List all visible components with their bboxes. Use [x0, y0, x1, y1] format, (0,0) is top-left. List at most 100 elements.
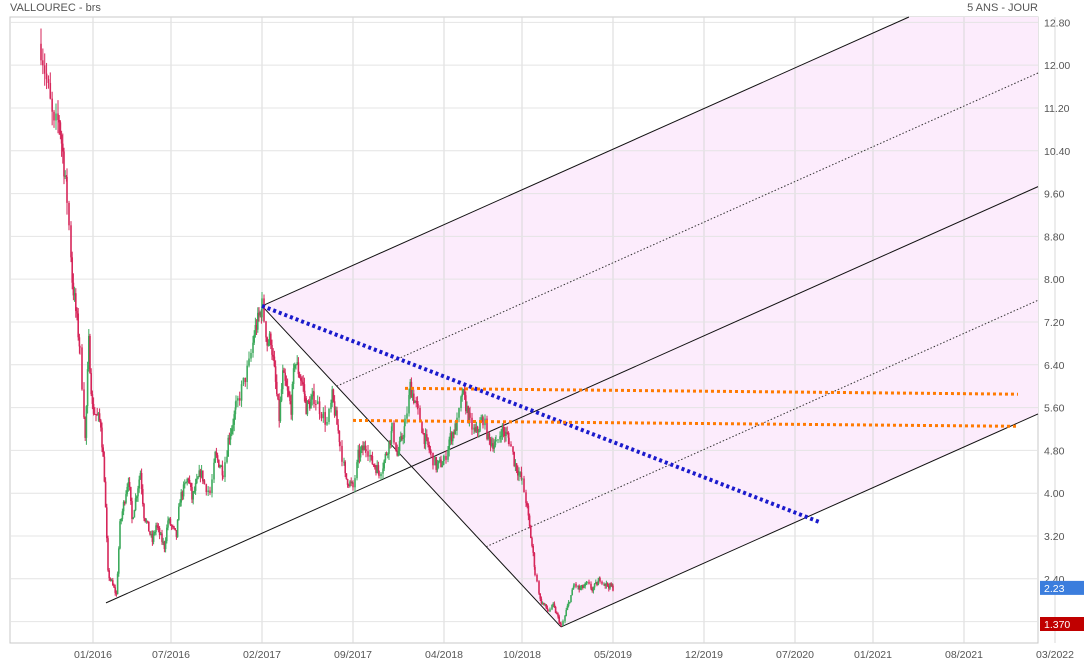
- candle-body: [330, 402, 332, 410]
- candle-body: [49, 82, 52, 99]
- candle-body: [109, 578, 112, 581]
- candle-body: [397, 450, 400, 456]
- y-tick-label: 5.60: [1044, 403, 1065, 415]
- candle-body: [423, 433, 426, 445]
- candle-body: [341, 445, 343, 462]
- candle-body: [609, 583, 611, 589]
- candle-body: [513, 451, 515, 467]
- x-tick-label: 02/2017: [243, 649, 281, 661]
- candle-body: [296, 362, 298, 365]
- candle-body: [590, 583, 592, 589]
- candle-body: [190, 482, 192, 488]
- candle-body: [250, 352, 252, 359]
- candle-body: [85, 406, 88, 438]
- candle-body: [400, 436, 402, 442]
- y-tick-label: 8.00: [1044, 274, 1065, 286]
- candle-body: [103, 456, 106, 482]
- candle-body: [268, 333, 271, 344]
- candle-body: [244, 377, 247, 383]
- candle-body: [292, 368, 295, 385]
- candle-body: [565, 610, 567, 616]
- candle-body: [479, 422, 481, 432]
- candle-body: [234, 407, 237, 415]
- candle-body: [445, 456, 447, 460]
- candle-body: [512, 446, 514, 452]
- candle-body: [508, 437, 510, 445]
- x-tick-label: 07/2016: [152, 649, 190, 661]
- candle-body: [126, 486, 128, 495]
- candle-body: [143, 503, 145, 519]
- candle-body: [90, 373, 92, 395]
- candle-body: [266, 337, 268, 346]
- candle-body: [263, 298, 265, 322]
- candle-body: [304, 393, 306, 399]
- candle-body: [491, 443, 493, 446]
- candle-body: [388, 440, 390, 454]
- candle-body: [198, 470, 200, 477]
- candle-body: [219, 466, 221, 468]
- candle-body: [383, 460, 385, 469]
- candle-body: [449, 433, 452, 440]
- candle-body: [53, 111, 55, 121]
- candle-body: [427, 437, 429, 446]
- candle-body: [465, 395, 467, 412]
- candle-body: [288, 390, 290, 396]
- candle-body: [114, 587, 116, 593]
- candle-body: [98, 413, 101, 421]
- candle-body: [422, 433, 424, 435]
- candle-body: [408, 395, 410, 414]
- candle-body: [539, 593, 541, 599]
- candle-body: [207, 490, 209, 493]
- x-tick-label: 01/2016: [74, 649, 112, 661]
- candle-body: [610, 583, 612, 587]
- x-tick-label: 07/2020: [776, 649, 814, 661]
- candle-body: [390, 431, 393, 444]
- candle-body: [435, 456, 437, 470]
- candle-body: [344, 461, 346, 474]
- candle-body: [514, 463, 517, 467]
- candle-body: [450, 433, 453, 442]
- candle-body: [502, 426, 505, 432]
- candle-body: [235, 400, 237, 408]
- candle-body: [377, 465, 380, 471]
- candle-body: [121, 511, 124, 519]
- candle-body: [510, 444, 512, 447]
- candle-body: [554, 606, 557, 613]
- candle-body: [357, 449, 359, 463]
- candle-body: [118, 548, 120, 574]
- candle-body: [612, 585, 614, 591]
- candle-body: [324, 412, 326, 425]
- candle-body: [132, 517, 134, 519]
- candle-body: [413, 393, 415, 403]
- candle-body: [416, 401, 419, 404]
- period-label: 5 ANS - JOUR: [967, 2, 1038, 14]
- candle-body: [551, 604, 553, 610]
- candle-body: [575, 583, 577, 587]
- candle-body: [215, 451, 218, 456]
- candle-body: [343, 461, 345, 463]
- candle-body: [396, 450, 398, 456]
- candle-body: [131, 501, 133, 519]
- candle-body: [168, 518, 170, 521]
- candle-body: [371, 455, 374, 465]
- candle-body: [517, 470, 519, 476]
- candle-body: [174, 528, 176, 531]
- candle-body: [70, 225, 72, 258]
- y-tick-label: 4.00: [1044, 488, 1065, 500]
- candle-body: [255, 325, 258, 330]
- candle-body: [335, 410, 337, 416]
- candle-body: [133, 510, 136, 518]
- candle-body: [346, 479, 349, 485]
- candle-body: [544, 604, 546, 606]
- candle-body: [57, 113, 59, 120]
- candle-body: [191, 487, 193, 500]
- candle-body: [240, 384, 243, 401]
- candle-body: [448, 439, 450, 451]
- candle-body: [521, 478, 523, 480]
- candle-body: [73, 293, 76, 296]
- candle-body: [592, 587, 595, 591]
- candle-body: [596, 582, 598, 586]
- candle-body: [220, 465, 222, 467]
- candle-body: [278, 399, 280, 422]
- candle-body: [354, 478, 356, 488]
